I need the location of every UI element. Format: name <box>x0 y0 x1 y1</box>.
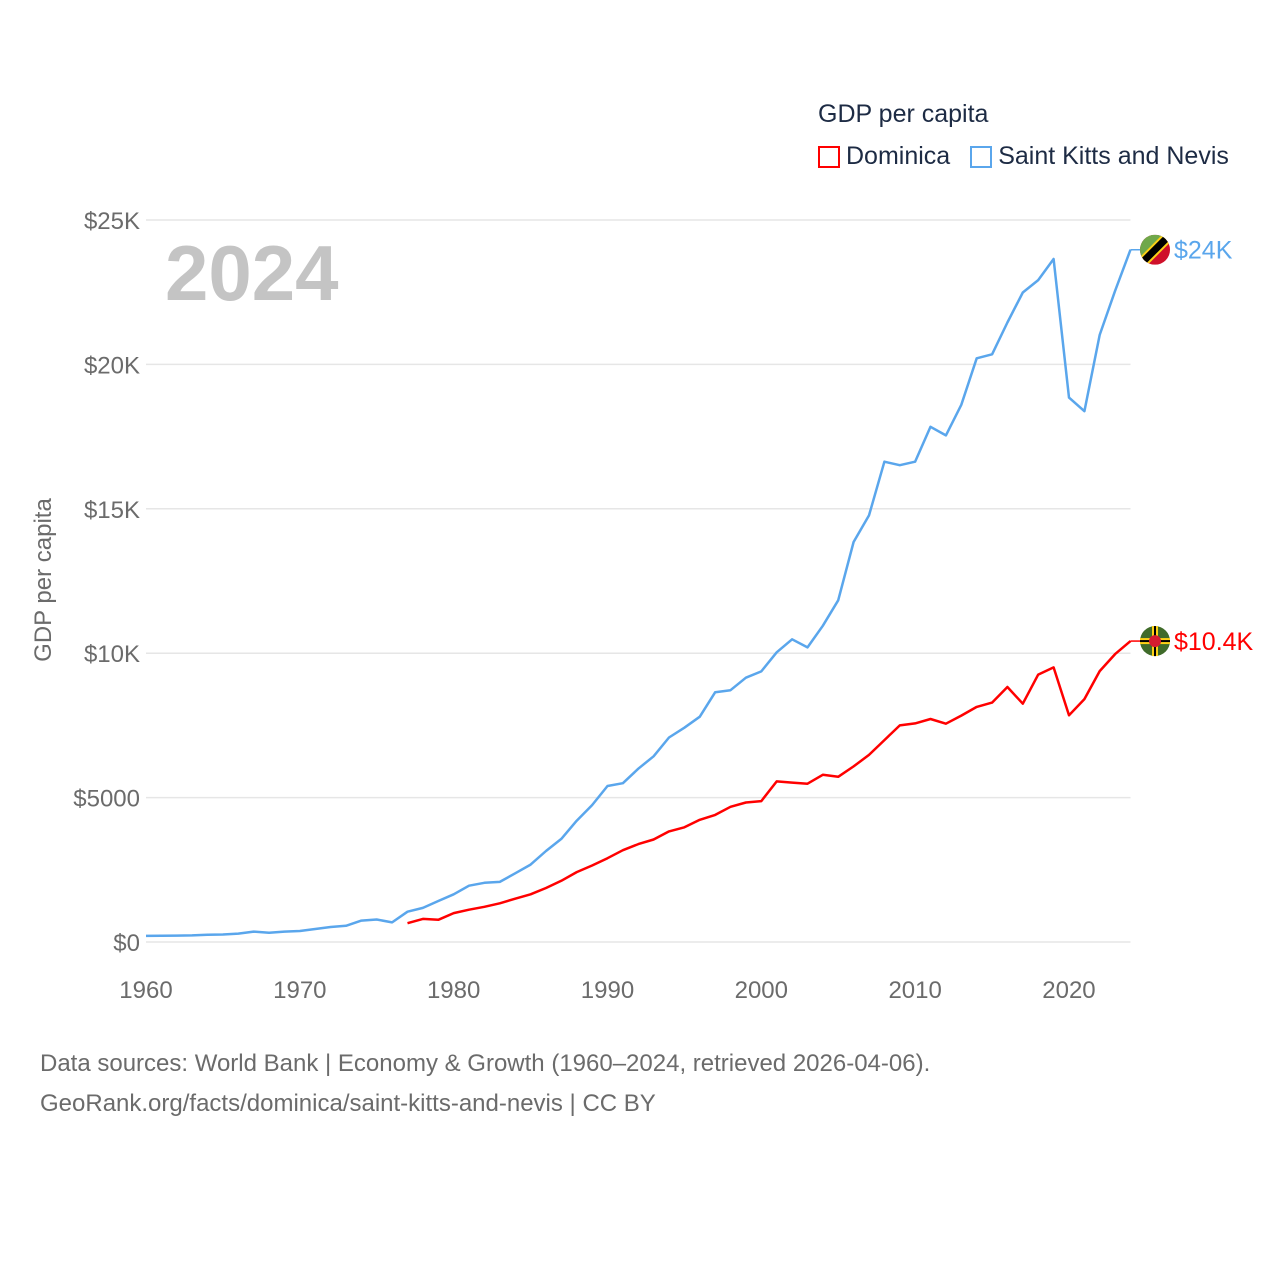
y-tick-label: $5000 <box>73 786 140 813</box>
x-tick-label: 2010 <box>888 977 941 1004</box>
dominica-flag-icon <box>1140 626 1170 657</box>
x-tick-label: 1980 <box>427 977 480 1004</box>
y-tick-label: $10K <box>84 641 140 668</box>
flag-body <box>1140 234 1170 265</box>
x-tick-label: 2000 <box>735 977 788 1004</box>
series-line-dominica <box>407 640 1132 925</box>
y-tick-label: $25K <box>84 208 140 235</box>
legend-item-dominica[interactable]: Dominica <box>818 142 950 171</box>
legend-label: Saint Kitts and Nevis <box>998 142 1229 170</box>
legend: Dominica Saint Kitts and Nevis <box>818 142 1229 171</box>
end-value-label: $10.4K <box>1174 628 1254 656</box>
legend-title: GDP per capita <box>818 100 989 128</box>
legend-item-saint-kitts-and-nevis[interactable]: Saint Kitts and Nevis <box>970 142 1229 171</box>
y-tick-label: $20K <box>84 352 140 379</box>
x-tick-label: 1990 <box>581 977 634 1004</box>
legend-swatch <box>818 145 840 168</box>
x-tick-label: 2020 <box>1042 977 1095 1004</box>
footer: Data sources: World Bank | Economy & Gro… <box>40 1044 930 1124</box>
flag-disc <box>1149 635 1161 648</box>
footer-link[interactable]: GeoRank.org/facts/dominica/saint-kitts-a… <box>40 1090 656 1117</box>
end-value-label: $24K <box>1174 237 1233 265</box>
y-tick-label: $15K <box>84 497 140 524</box>
footer-sources: Data sources: World Bank | Economy & Gro… <box>40 1050 931 1077</box>
y-axis-label: GDP per capita <box>30 498 57 662</box>
legend-swatch <box>970 145 993 168</box>
saint-kitts-flag-icon <box>1140 234 1170 265</box>
y-tick-label: $0 <box>113 930 140 957</box>
year-label: 2024 <box>165 229 339 317</box>
legend-label: Dominica <box>846 142 951 170</box>
series-line-saint-kitts-and-nevis <box>145 249 1132 938</box>
x-tick-label: 1960 <box>119 977 172 1004</box>
x-tick-label: 1970 <box>273 977 326 1004</box>
